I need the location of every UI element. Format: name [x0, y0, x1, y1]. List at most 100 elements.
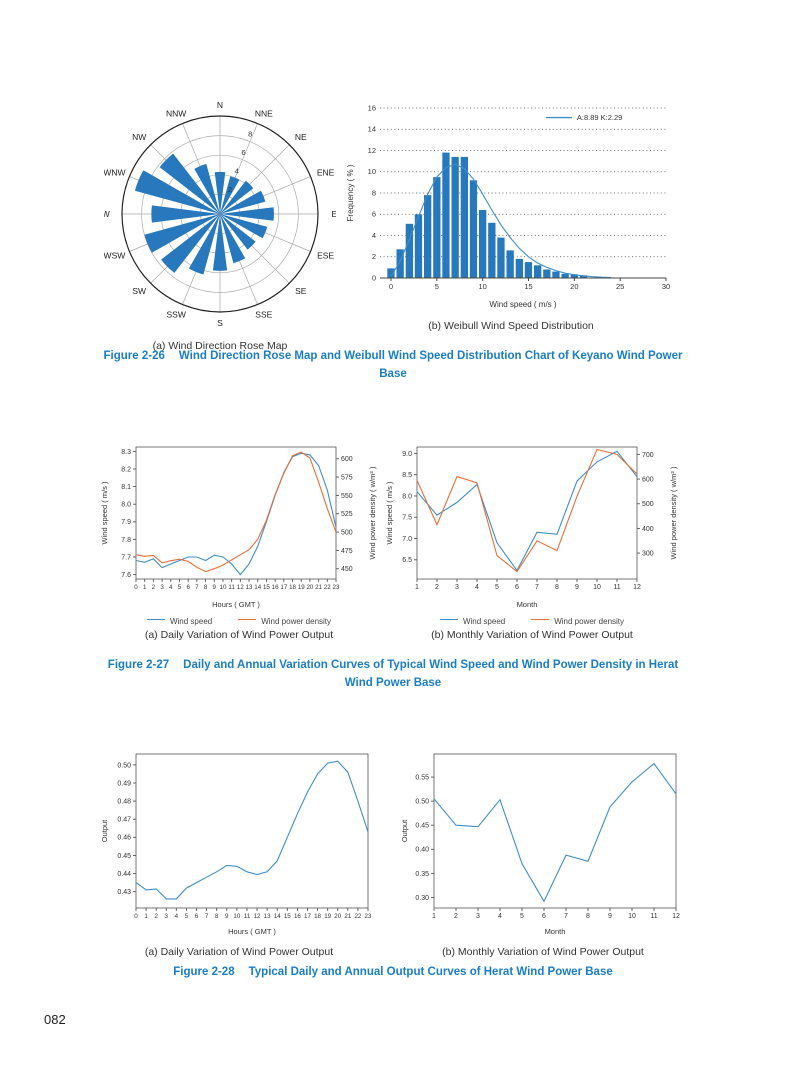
svg-text:450: 450: [341, 566, 353, 573]
svg-text:SW: SW: [132, 286, 146, 296]
svg-text:9: 9: [608, 913, 612, 920]
page-number: 082: [44, 1012, 66, 1027]
svg-text:9: 9: [213, 584, 217, 591]
svg-text:19: 19: [298, 584, 305, 591]
svg-text:NW: NW: [132, 132, 146, 142]
svg-text:9.0: 9.0: [402, 451, 412, 458]
svg-text:NE: NE: [295, 132, 307, 142]
svg-text:17: 17: [280, 584, 287, 591]
svg-text:8.2: 8.2: [121, 466, 131, 473]
svg-text:2: 2: [228, 185, 232, 194]
svg-text:4: 4: [498, 913, 502, 920]
svg-text:23: 23: [333, 584, 340, 591]
svg-text:0.30: 0.30: [415, 895, 429, 902]
svg-text:7.7: 7.7: [121, 554, 131, 561]
svg-text:500: 500: [341, 529, 353, 536]
figure-2-28-label: Figure 2-28: [173, 966, 235, 978]
svg-text:8: 8: [204, 584, 208, 591]
svg-text:Frequency ( % ): Frequency ( % ): [346, 164, 355, 221]
svg-text:E: E: [331, 209, 336, 219]
svg-text:13: 13: [246, 584, 253, 591]
svg-text:0.50: 0.50: [415, 799, 429, 806]
wind-power-density-line-swatch: [238, 619, 257, 621]
svg-text:8.5: 8.5: [402, 472, 412, 479]
svg-text:25: 25: [616, 282, 624, 291]
svg-text:Wind power density ( w/m² ): Wind power density ( w/m² ): [368, 466, 377, 559]
svg-text:7.8: 7.8: [121, 537, 131, 544]
svg-text:3: 3: [160, 584, 164, 591]
svg-text:4: 4: [175, 913, 179, 920]
svg-text:ESE: ESE: [317, 251, 334, 261]
svg-text:0.45: 0.45: [117, 853, 131, 860]
svg-text:0.48: 0.48: [117, 799, 131, 806]
svg-text:11: 11: [244, 913, 251, 920]
svg-text:10: 10: [368, 167, 376, 176]
figure-2-28-caption: Figure 2-28 Typical Daily and Annual Outp…: [93, 964, 693, 982]
svg-text:8: 8: [372, 188, 376, 197]
svg-text:S: S: [217, 318, 223, 328]
svg-text:10: 10: [220, 584, 227, 591]
svg-text:15: 15: [284, 913, 291, 920]
monthly-output-chart: 0.30 0.35 0.40 0.45 0.50 0.55 Output 1 2 3 4 5 6 7 8 9 1…: [398, 746, 688, 943]
svg-text:NNW: NNW: [166, 108, 186, 118]
subcaption-daily-wind: (a) Daily Variation of Wind Power Output: [144, 629, 334, 641]
svg-text:0: 0: [134, 584, 138, 591]
svg-text:14: 14: [274, 913, 281, 920]
svg-text:0: 0: [134, 913, 138, 920]
subcaption-rose: (a) Wind Direction Rose Map: [152, 340, 288, 352]
svg-text:4: 4: [475, 584, 479, 591]
svg-text:18: 18: [314, 913, 321, 920]
svg-text:6: 6: [542, 913, 546, 920]
svg-text:SSE: SSE: [255, 310, 272, 320]
figure-2-27-caption: Figure 2-27 Daily and Annual Variation Cu…: [93, 657, 693, 693]
svg-text:3: 3: [476, 913, 480, 920]
svg-text:17: 17: [304, 913, 311, 920]
svg-text:9: 9: [225, 913, 229, 920]
svg-text:16: 16: [368, 103, 376, 112]
svg-text:22: 22: [354, 913, 361, 920]
svg-text:1: 1: [144, 913, 148, 920]
svg-text:6: 6: [241, 148, 245, 157]
legend-item-wind-power-density: Wind power density: [238, 617, 331, 626]
svg-text:Wind speed ( m/s ): Wind speed ( m/s ): [100, 481, 109, 544]
svg-text:NNE: NNE: [255, 108, 273, 118]
svg-text:600: 600: [341, 456, 353, 463]
svg-text:12: 12: [254, 913, 261, 920]
svg-text:ENE: ENE: [317, 167, 335, 177]
svg-text:11: 11: [228, 584, 235, 591]
svg-text:15: 15: [263, 584, 270, 591]
daily-wind-chart: 7.6 7.7 7.8 7.9 8.0 8.1 8.2 8.3 Wind speed ( m/s…: [98, 441, 380, 616]
svg-text:10: 10: [478, 282, 486, 291]
svg-text:0.50: 0.50: [117, 762, 131, 769]
svg-text:11: 11: [650, 913, 657, 920]
svg-text:Hours ( GMT ): Hours ( GMT ): [228, 927, 276, 936]
svg-text:5: 5: [185, 913, 189, 920]
svg-text:WSW: WSW: [104, 251, 125, 261]
svg-text:16: 16: [294, 913, 301, 920]
svg-text:Wind speed ( m/s ): Wind speed ( m/s ): [385, 481, 394, 544]
svg-text:6: 6: [515, 584, 519, 591]
svg-text:8.3: 8.3: [121, 449, 131, 456]
monthly-wind-figure: 6.5 7.0 7.5 8.0 8.5 9.0 Wind speed ( m/s ) 300 4…: [383, 441, 681, 641]
svg-text:0: 0: [389, 282, 393, 291]
svg-text:18: 18: [289, 584, 296, 591]
svg-text:0.35: 0.35: [415, 871, 429, 878]
wind-rose-figure: N NNE NE ENE E ESE SE SSE S SSW SW WSW W WNW NW NNW 2 4 6 8…: [102, 96, 338, 352]
svg-text:700: 700: [642, 452, 654, 459]
svg-text:21: 21: [344, 913, 351, 920]
svg-text:12: 12: [237, 584, 244, 591]
svg-text:Wind power density ( w/m² ): Wind power density ( w/m² ): [669, 466, 678, 559]
svg-text:22: 22: [324, 584, 331, 591]
svg-text:1: 1: [432, 913, 436, 920]
figure-2-26-label: Figure 2-26: [103, 350, 165, 362]
svg-text:9: 9: [575, 584, 579, 591]
daily-output-figure: 0.43 0.44 0.45 0.46 0.47 0.48 0.49 0.50 Output 0 1…: [98, 746, 380, 958]
wind-speed-line-swatch: [439, 619, 458, 621]
svg-text:5: 5: [495, 584, 499, 591]
wind-power-density-line-swatch: [531, 619, 550, 621]
figure-2-26-caption: Figure 2-26 Wind Direction Rose Map and W…: [93, 348, 693, 384]
figure-2-28-title: Typical Daily and Annual Output Curves o…: [248, 966, 613, 978]
svg-text:7: 7: [564, 913, 568, 920]
